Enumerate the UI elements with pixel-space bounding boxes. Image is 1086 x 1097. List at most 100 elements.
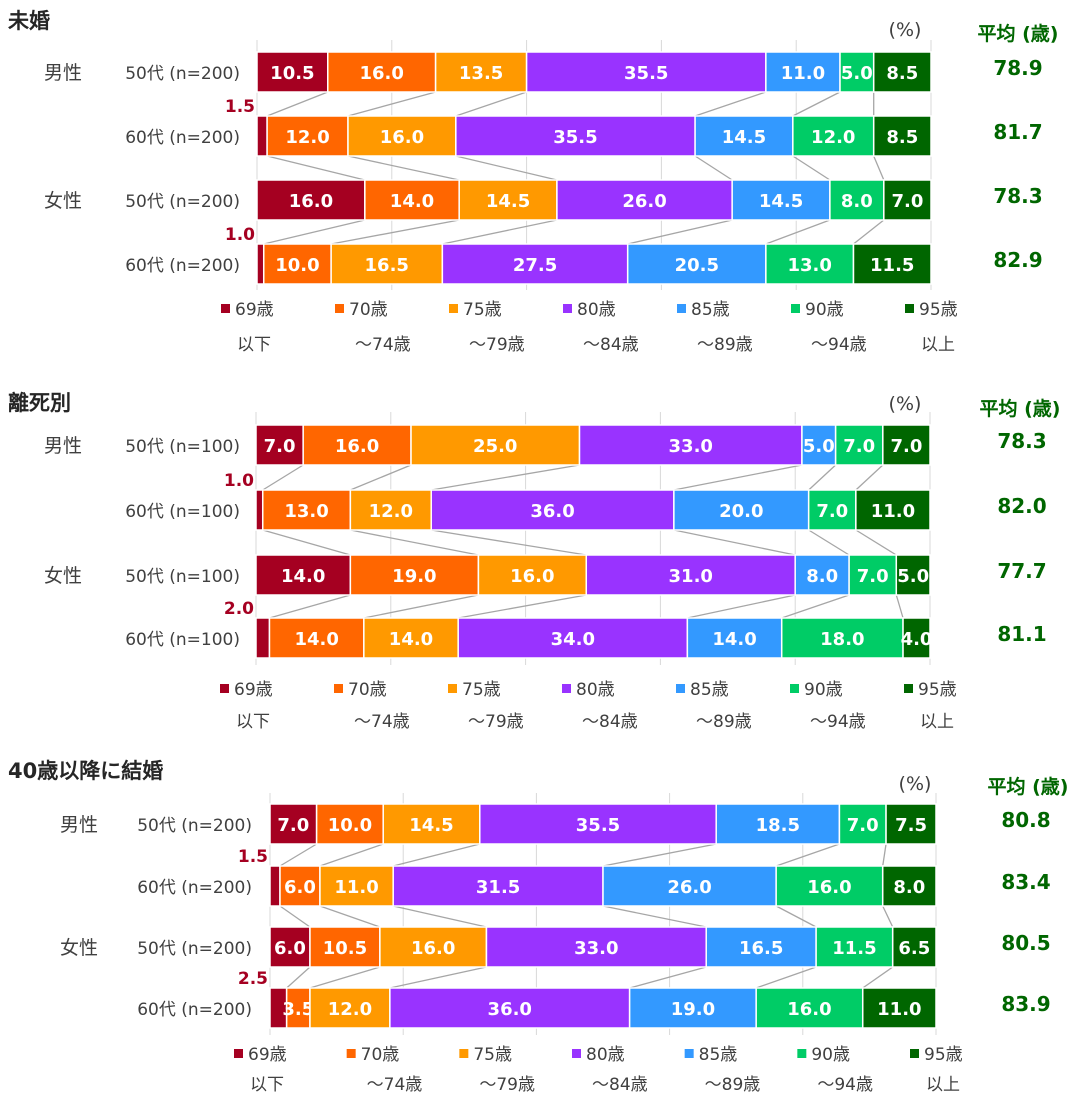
legend-swatch [335,304,344,313]
connector-line [627,219,733,245]
legend-label: 70歳 [349,300,388,320]
data-label: 5.0 [897,566,929,587]
legend-label-range: 〜89歳 [697,335,753,355]
data-label: 11.0 [781,63,825,84]
legend-label: 85歳 [699,1045,738,1065]
legend-label-range: 〜74歳 [355,335,411,355]
average-value: 81.7 [993,120,1042,144]
legend-label: 85歳 [690,680,729,700]
data-label: 7.0 [891,191,923,212]
bar-segment [268,617,365,659]
row-gender-label: 男性 [44,62,82,84]
data-label: 26.0 [622,191,666,212]
legend-label: 80歳 [576,680,615,700]
data-label: 27.5 [513,255,557,276]
connector-line [309,966,381,989]
bar-segment [255,554,352,596]
connector-line [319,843,384,867]
connector-line [882,905,894,928]
data-label: 8.5 [886,127,918,148]
data-label: 14.5 [409,815,453,836]
bar-segment [765,243,855,285]
bar-segment [455,115,696,157]
legend-label: 75歳 [463,300,502,320]
legend-swatch [790,684,799,693]
data-label: 10.5 [323,938,367,959]
connector-line [765,219,831,245]
bar-segment [458,179,558,221]
connector-line [694,91,767,117]
legend-label-range: 〜84歳 [583,335,639,355]
bar-segment [602,865,777,907]
connector-line [895,594,904,619]
data-label: 11.0 [334,877,378,898]
data-label: 31.5 [476,877,520,898]
legend-label-range: 以上 [926,1075,960,1095]
data-label: 13.5 [459,63,503,84]
connector-line [673,529,796,556]
data-label: 13.0 [787,255,831,276]
average-value: 82.9 [993,248,1042,272]
data-label: 4.0 [901,629,933,650]
data-label: 14.5 [486,191,530,212]
bar-segment [861,987,937,1029]
connector-line [262,464,304,491]
bar-segment [327,51,437,93]
connector-line [350,464,412,491]
bar-segment [834,424,884,466]
data-label: 35.5 [576,815,620,836]
bar-segment [872,115,932,157]
data-label: 34.0 [551,629,595,650]
row-group-label: 60代 (n=100) [125,630,240,650]
average-value: 80.5 [1001,931,1050,955]
bar-segment [261,489,352,531]
bar-segment [807,489,857,531]
legend-swatch [904,684,913,693]
data-label: 16.0 [289,191,333,212]
average-header: 平均 (歳) [988,775,1069,798]
row-gender-label: 男性 [60,814,98,836]
bar-segment [485,926,707,968]
bar-segment [319,865,394,907]
bar-segment [883,179,932,221]
row-group-label: 50代 (n=200) [137,939,252,959]
average-value: 80.8 [1001,808,1050,832]
connector-line [331,219,460,245]
data-label: 10.5 [270,63,314,84]
legend-swatch [562,684,571,693]
data-label: 16.0 [359,63,403,84]
row-group-label: 60代 (n=200) [137,1000,252,1020]
data-label: 14.0 [390,191,434,212]
legend-swatch [677,304,686,313]
legend-swatch [459,1049,469,1058]
connector-line [808,529,850,556]
legend-label: 90歳 [804,680,843,700]
legend-label-range: 〜79歳 [468,712,524,732]
data-label: 7.0 [890,436,922,457]
bar-segment [349,554,480,596]
bar-segment [815,926,894,968]
legend-label-range: 〜94歳 [811,335,867,355]
connector-line [347,155,460,181]
row-group-label: 50代 (n=100) [125,567,240,587]
legend-label-range: 〜84歳 [592,1075,648,1095]
panel-title: 離死別 [8,391,71,415]
bar-segment [477,554,588,596]
bar-segment [302,424,412,466]
data-label: 19.0 [671,999,715,1020]
average-value: 83.4 [1001,870,1050,894]
bar-segment [780,617,904,659]
connector-line [808,464,837,491]
legend-label: 70歳 [348,680,387,700]
row-gender-label: 女性 [60,937,98,959]
bar-segment [255,489,264,531]
data-label: 16.5 [739,938,783,959]
panel-title: 未婚 [8,9,50,33]
bar-segment [269,865,281,907]
connector-line [694,155,733,181]
data-label: 14.0 [712,629,756,650]
average-header: 平均 (歳) [978,22,1059,45]
bar-segment [382,803,481,845]
legend-label-range: 以上 [921,335,955,355]
data-label: 7.0 [816,501,848,522]
